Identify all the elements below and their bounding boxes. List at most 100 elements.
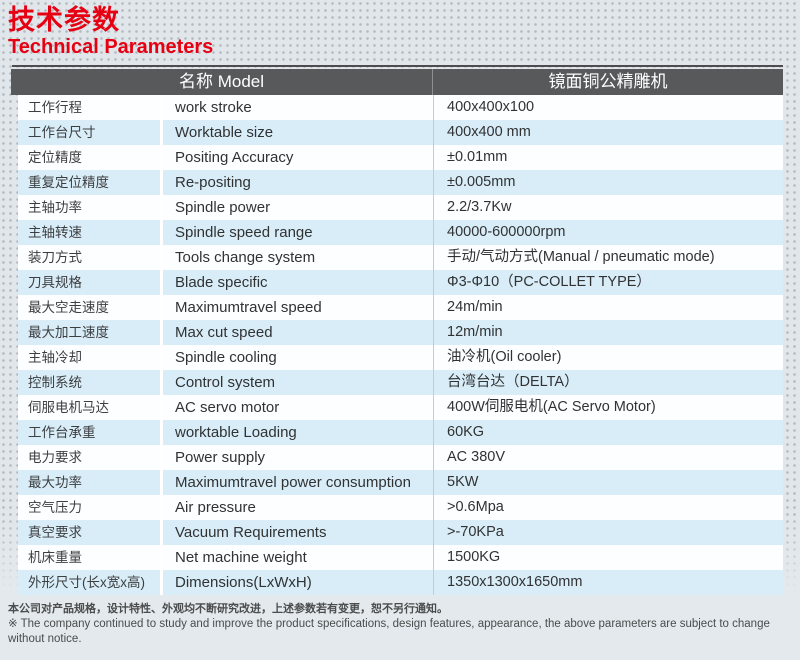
param-name-en: Dimensions(LxWxH) [175, 574, 312, 591]
spec-table: 名称 Model 镜面铜公精雕机 工作行程 work stroke 400x40… [0, 69, 800, 595]
page-title: 技术参数 Technical Parameters [0, 0, 800, 59]
param-name-zh: 刀具规格 [28, 275, 82, 290]
param-name-en: Tools change system [175, 249, 316, 266]
column-gap [160, 145, 163, 170]
column-gap [160, 445, 163, 470]
param-name-zh: 装刀方式 [28, 250, 82, 265]
param-name-en: Net machine weight [175, 549, 307, 566]
param-value: >-70KPa [433, 520, 783, 545]
param-value: 5KW [433, 470, 783, 495]
param-name-en: Power supply [175, 449, 266, 466]
param-value: 1350x1300x1650mm [433, 570, 783, 595]
table-row: 工作台承重 worktable Loading 60KG [18, 420, 783, 445]
column-gap [160, 420, 163, 445]
param-value: 40000-600000rpm [433, 220, 783, 245]
page-title-en: Technical Parameters [8, 36, 214, 58]
column-gap [160, 320, 163, 345]
table-row: 主轴冷却 Spindle cooling 油冷机(Oil cooler) [18, 345, 783, 370]
column-gap [160, 170, 163, 195]
header-top-rule [12, 65, 783, 67]
page-title-zh: 技术参数 [8, 5, 120, 35]
param-name-zh: 工作台尺寸 [28, 125, 96, 140]
param-name-zh: 主轴功率 [28, 200, 82, 215]
param-name-en: worktable Loading [175, 424, 297, 441]
param-value: 400x400 mm [433, 120, 783, 145]
table-row: 机床重量 Net machine weight 1500KG [18, 545, 783, 570]
param-name-en: Maximumtravel speed [175, 299, 322, 316]
column-gap [160, 345, 163, 370]
param-name-en: Spindle power [175, 199, 271, 216]
table-row: 重复定位精度 Re-positing ±0.005mm [18, 170, 783, 195]
column-gap [160, 195, 163, 220]
param-name-en: Max cut speed [175, 324, 273, 341]
param-value: 油冷机(Oil cooler) [433, 345, 783, 370]
param-name-en: work stroke [175, 99, 252, 116]
column-gap [160, 220, 163, 245]
param-name-zh: 控制系统 [28, 375, 82, 390]
param-name-zh: 电力要求 [28, 450, 82, 465]
footnote-en: ※ The company continued to study and imp… [8, 618, 770, 645]
table-row: 主轴转速 Spindle speed range 40000-600000rpm [18, 220, 783, 245]
param-value: AC 380V [433, 445, 783, 470]
table-row: 最大空走速度 Maximumtravel speed 24m/min [18, 295, 783, 320]
param-name-en: AC servo motor [175, 399, 280, 416]
column-gap [160, 470, 163, 495]
param-value: Φ3-Φ10（PC-COLLET TYPE） [433, 270, 783, 295]
param-name-en: Spindle cooling [175, 349, 277, 366]
table-header-model-label: 名称 Model [11, 69, 433, 95]
param-value: 400x400x100 [433, 95, 783, 120]
column-gap [160, 520, 163, 545]
table-header-model-value: 镜面铜公精雕机 [548, 72, 668, 91]
param-name-en: Re-positing [175, 174, 251, 191]
column-gap [160, 245, 163, 270]
param-name-zh: 主轴转速 [28, 225, 82, 240]
table-row: 控制系统 Control system 台湾台达（DELTA） [18, 370, 783, 395]
param-value: >0.6Mpa [433, 495, 783, 520]
column-gap [160, 295, 163, 320]
param-name-zh: 机床重量 [28, 550, 82, 565]
column-gap [160, 570, 163, 595]
param-value: 400W伺服电机(AC Servo Motor) [433, 395, 783, 420]
column-gap [160, 370, 163, 395]
column-gap [160, 545, 163, 570]
column-gap [160, 95, 163, 120]
param-name-zh: 工作行程 [28, 100, 82, 115]
param-name-zh: 主轴冷却 [28, 350, 82, 365]
param-name-en: Vacuum Requirements [175, 524, 327, 541]
table-row: 刀具规格 Blade specific Φ3-Φ10（PC-COLLET TYP… [18, 270, 783, 295]
param-value: 手动/气动方式(Manual / pneumatic mode) [433, 245, 783, 270]
table-row: 最大功率 Maximumtravel power consumption 5KW [18, 470, 783, 495]
param-value: 60KG [433, 420, 783, 445]
footnote-zh: 本公司对产品规格，设计特性、外观均不断研究改进，上述参数若有变更，恕不另行通知。 [8, 603, 448, 615]
table-row: 装刀方式 Tools change system 手动/气动方式(Manual … [18, 245, 783, 270]
column-gap [160, 395, 163, 420]
param-name-zh: 重复定位精度 [28, 175, 109, 190]
table-row: 主轴功率 Spindle power 2.2/3.7Kw [18, 195, 783, 220]
table-row: 最大加工速度 Max cut speed 12m/min [18, 320, 783, 345]
param-name-zh: 外形尺寸(长x宽x高) [28, 575, 145, 590]
table-row: 空气压力 Air pressure >0.6Mpa [18, 495, 783, 520]
param-name-en: Maximumtravel power consumption [175, 474, 411, 491]
param-name-zh: 最大功率 [28, 475, 82, 490]
param-value: 台湾台达（DELTA） [433, 370, 783, 395]
param-value: ±0.005mm [433, 170, 783, 195]
param-name-zh: 定位精度 [28, 150, 82, 165]
table-row: 电力要求 Power supply AC 380V [18, 445, 783, 470]
param-value: 2.2/3.7Kw [433, 195, 783, 220]
table-row: 真空要求 Vacuum Requirements >-70KPa [18, 520, 783, 545]
table-row: 定位精度 Positing Accuracy ±0.01mm [18, 145, 783, 170]
table-row: 外形尺寸(长x宽x高) Dimensions(LxWxH) 1350x1300x… [18, 570, 783, 595]
param-name-en: Control system [175, 374, 276, 391]
table-row: 工作行程 work stroke 400x400x100 [18, 95, 783, 120]
param-name-en: Air pressure [175, 499, 256, 516]
table-row: 伺服电机马达 AC servo motor 400W伺服电机(AC Servo … [18, 395, 783, 420]
footnotes: 本公司对产品规格，设计特性、外观均不断研究改进，上述参数若有变更，恕不另行通知。… [8, 602, 800, 647]
param-name-en: Blade specific [175, 274, 268, 291]
param-value: ±0.01mm [433, 145, 783, 170]
param-value: 12m/min [433, 320, 783, 345]
table-row: 工作台尺寸 Worktable size 400x400 mm [18, 120, 783, 145]
column-gap [160, 120, 163, 145]
param-value: 1500KG [433, 545, 783, 570]
param-name-zh: 最大加工速度 [28, 325, 109, 340]
